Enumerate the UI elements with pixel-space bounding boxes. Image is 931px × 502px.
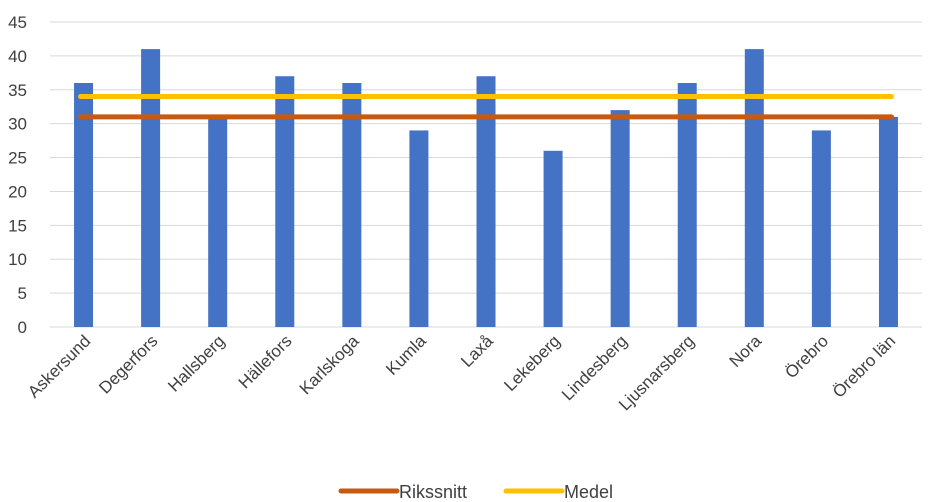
x-tick-label: Lindesberg	[558, 331, 631, 404]
x-tick-label: Hallsberg	[164, 331, 228, 395]
x-tick-label: Degerfors	[95, 331, 161, 397]
x-tick-label: Örebro län	[829, 331, 899, 401]
bar-8	[610, 110, 630, 327]
x-tick-label: Nora	[726, 331, 766, 371]
bar-3	[275, 76, 295, 327]
x-tick-label: Kumla	[382, 331, 430, 379]
y-tick-label: 20	[8, 182, 27, 201]
bar-4	[342, 83, 362, 327]
reference-lines	[78, 94, 894, 120]
bar-5	[409, 130, 429, 327]
y-tick-label: 25	[8, 149, 27, 168]
bar-2	[208, 116, 228, 327]
x-tick-label: Lekeberg	[500, 331, 564, 395]
x-tick-label: Laxå	[457, 331, 497, 371]
y-tick-label: 40	[8, 47, 27, 66]
bar-9	[677, 83, 697, 327]
x-tick-label: Hällefors	[235, 331, 296, 392]
bar-11	[811, 130, 831, 327]
legend-label-rikssnitt: Rikssnitt	[399, 482, 467, 502]
y-tick-label: 45	[8, 13, 27, 32]
x-tick-label: Askersund	[24, 331, 94, 401]
y-tick-label: 30	[8, 115, 27, 134]
bar-7	[543, 150, 563, 327]
bar-12	[878, 116, 898, 327]
y-tick-label: 15	[8, 216, 27, 235]
y-axis-ticks: 0 5 10 15 20 25 30 35 40 45	[8, 13, 27, 337]
bars	[74, 49, 898, 327]
x-axis-ticks: Askersund Degerfors Hallsberg Hällefors Karl…	[24, 331, 899, 414]
y-tick-label: 5	[18, 284, 27, 303]
bar-10	[744, 49, 764, 327]
y-tick-label: 35	[8, 81, 27, 100]
bar-1	[141, 49, 161, 327]
legend: Rikssnitt Medel	[338, 482, 613, 502]
x-tick-label: Karlskoga	[296, 331, 363, 398]
x-tick-label: Örebro	[781, 331, 832, 382]
y-tick-label: 10	[8, 250, 27, 269]
y-tick-label: 0	[18, 318, 27, 337]
bar-6	[476, 76, 496, 327]
legend-label-medel: Medel	[564, 482, 613, 502]
bar-0	[74, 83, 94, 327]
